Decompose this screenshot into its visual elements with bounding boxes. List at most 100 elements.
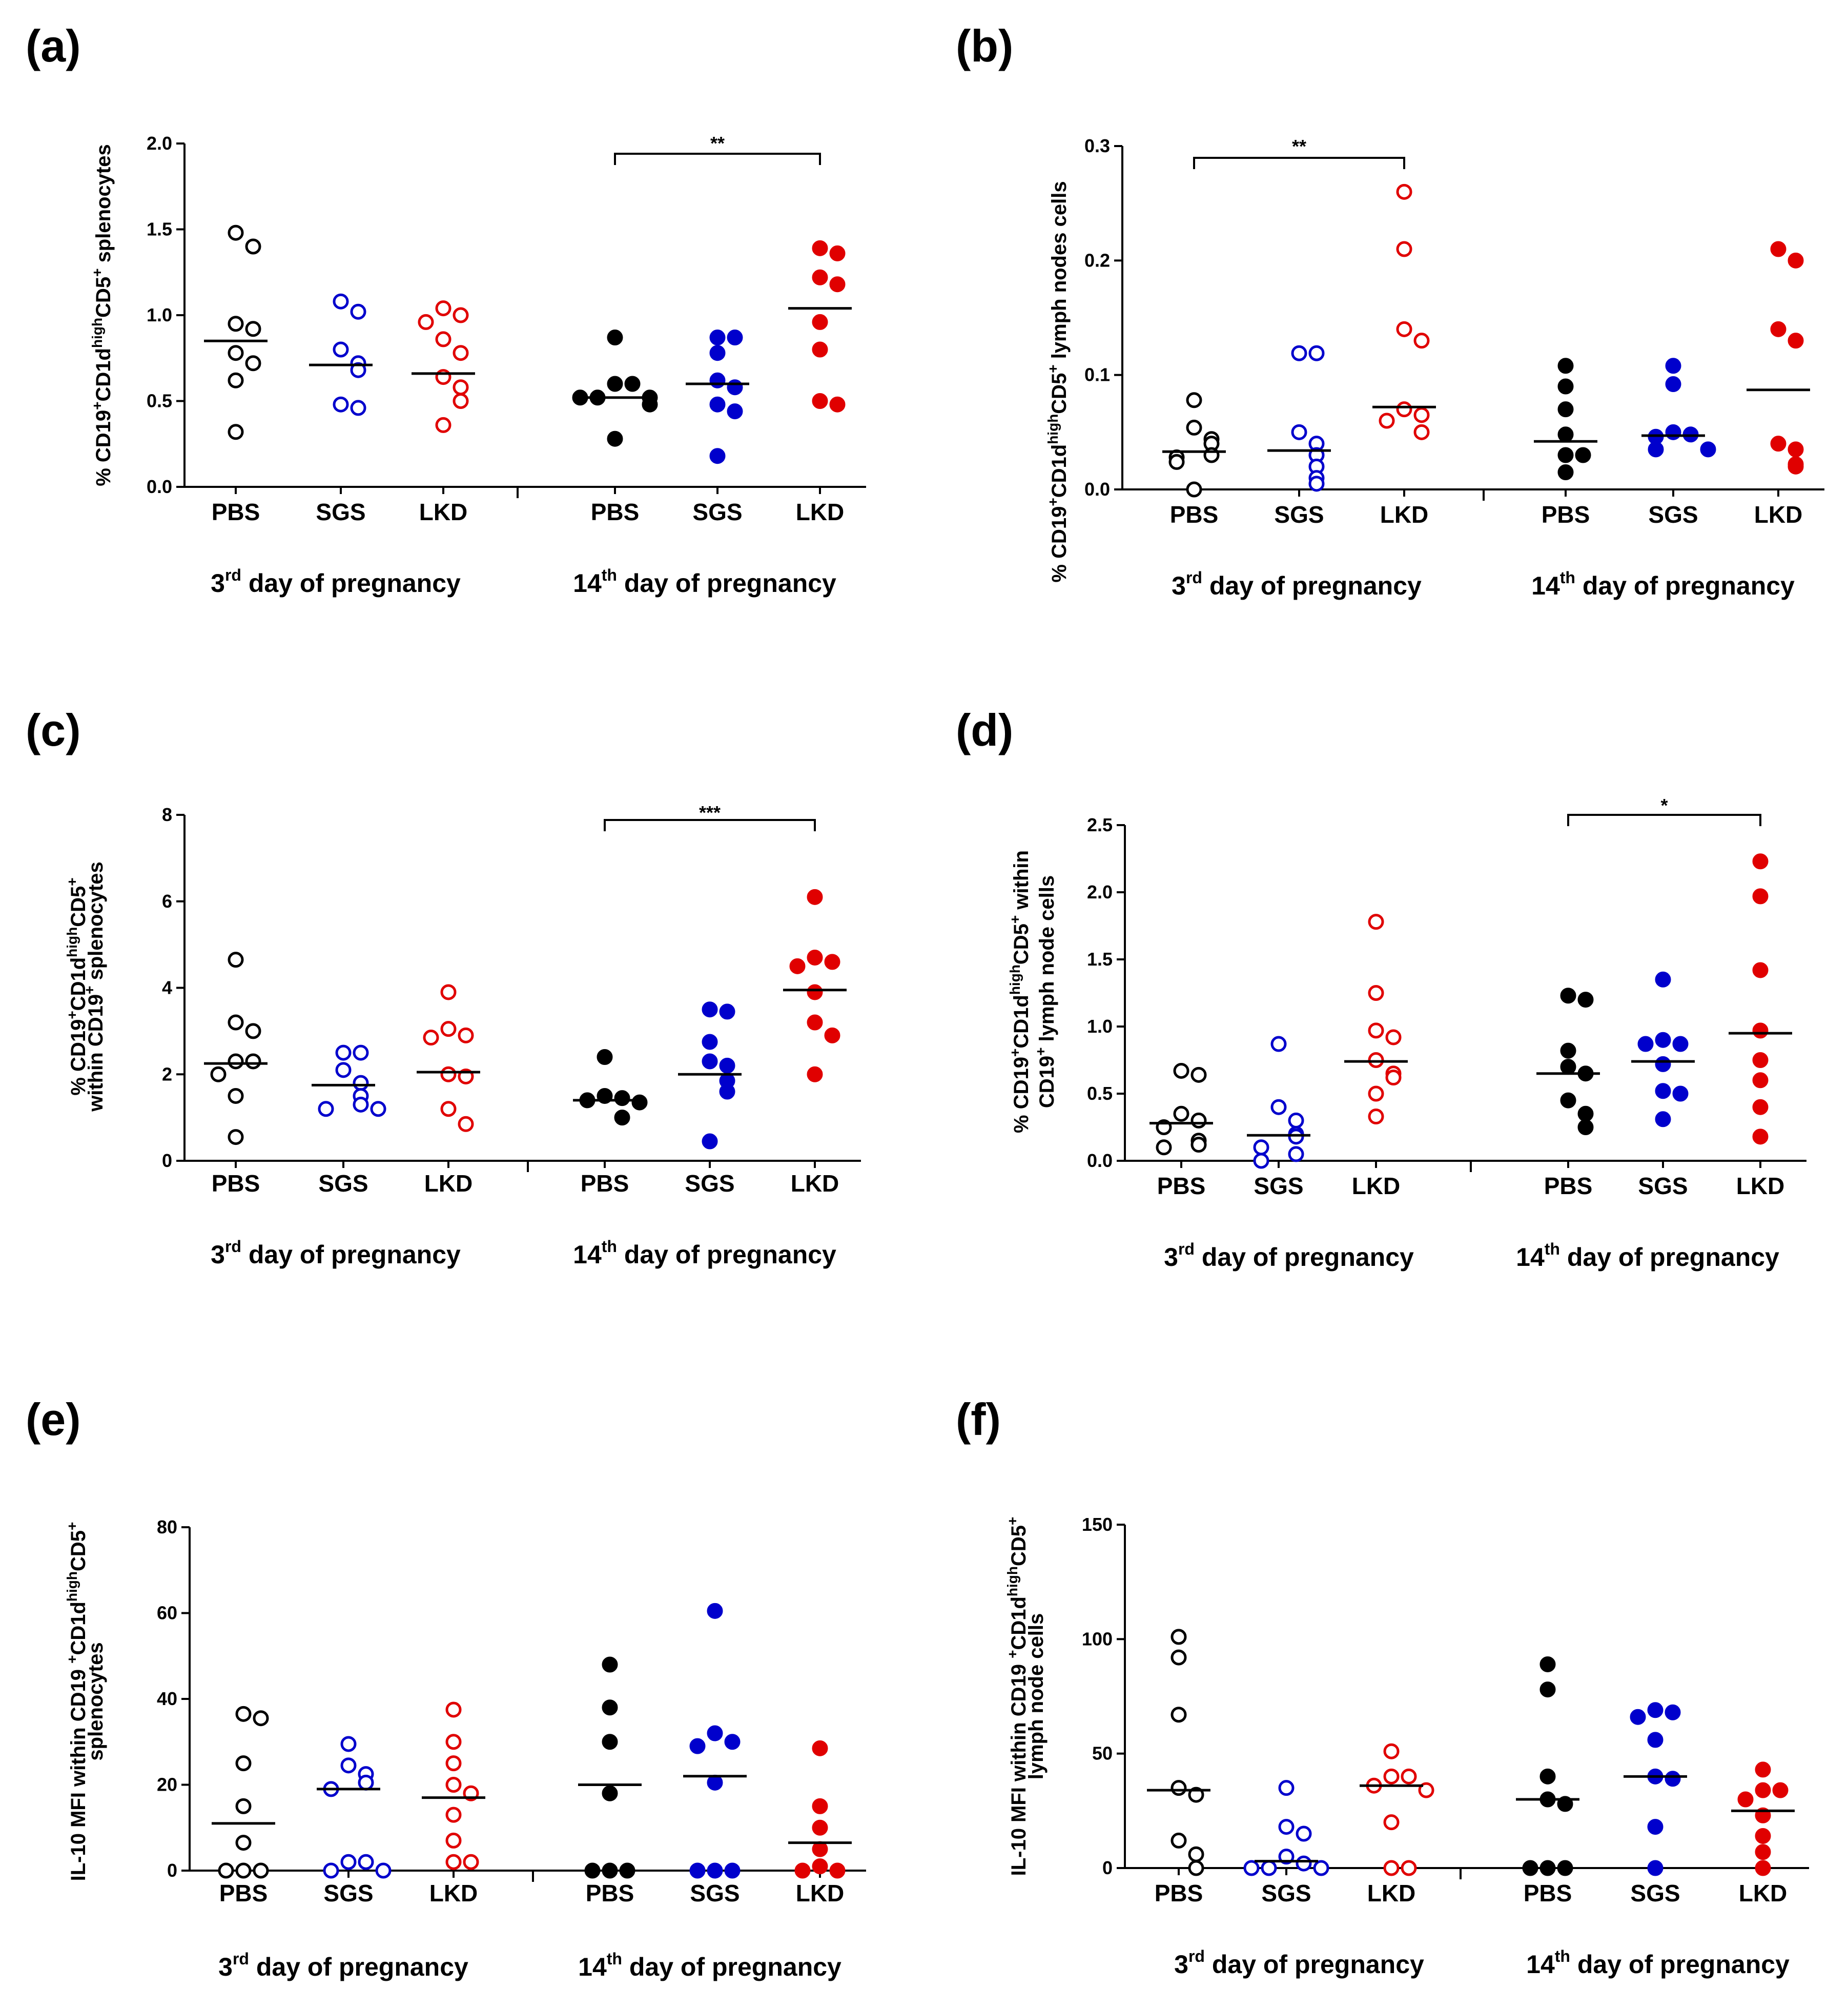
data-point — [812, 1819, 828, 1836]
data-point — [340, 1757, 357, 1774]
data-point — [1737, 1791, 1754, 1808]
data-point — [829, 1862, 846, 1879]
data-point — [1648, 441, 1664, 458]
y-tick-label: 8 — [162, 804, 172, 825]
y-tick-label: 150 — [1082, 1514, 1113, 1535]
data-point — [333, 396, 349, 413]
data-point — [727, 403, 743, 420]
data-point — [453, 307, 469, 323]
category-label: LKD — [1754, 501, 1803, 528]
data-point — [1522, 1860, 1538, 1876]
data-point — [1647, 1819, 1664, 1835]
data-point — [245, 1023, 261, 1039]
data-point — [1288, 1129, 1304, 1145]
data-point — [440, 1101, 457, 1117]
data-point — [1755, 1828, 1771, 1844]
panel-b: (b) 0.0 0.1 0.2 0.3 PBS SGS LKD PBS SGS LKD 3rd day… — [956, 20, 1824, 600]
data-point — [1385, 1029, 1402, 1045]
y-tick-label: 80 — [157, 1516, 177, 1537]
data-point — [1665, 358, 1681, 374]
data-point — [1557, 426, 1574, 443]
data-point — [1770, 436, 1787, 452]
data-point — [709, 396, 726, 413]
data-point — [228, 1014, 244, 1031]
data-point — [1190, 1137, 1207, 1153]
data-point — [1575, 447, 1591, 463]
category-label: SGS — [1638, 1173, 1688, 1199]
data-point — [1752, 962, 1769, 978]
y-axis-label: % CD19+CD1dhighCD5+ lymph nodes cells — [1045, 181, 1071, 582]
data-point — [1368, 1022, 1384, 1039]
data-point — [445, 1807, 462, 1823]
data-point — [435, 417, 451, 433]
data-point — [1655, 1111, 1671, 1127]
y-tick-label: 1.0 — [1087, 1016, 1113, 1037]
data-point — [353, 1044, 369, 1061]
data-point — [1383, 1860, 1400, 1876]
data-point — [228, 316, 244, 332]
data-point — [1188, 1860, 1204, 1876]
data-point — [812, 269, 828, 285]
data-point — [1577, 1105, 1594, 1122]
significance-bracket — [614, 153, 821, 165]
y-tick-label: 6 — [162, 891, 172, 912]
data-point — [614, 1110, 630, 1126]
data-point — [358, 1854, 374, 1870]
data-point — [1752, 888, 1769, 905]
data-point — [602, 1699, 618, 1716]
category-label: PBS — [212, 499, 260, 525]
y-tick-label: 0 — [1102, 1857, 1113, 1878]
category-label: PBS — [1155, 1880, 1203, 1906]
data-point — [1171, 1832, 1187, 1849]
y-tick-label: 0.0 — [1084, 479, 1110, 500]
data-point — [789, 958, 806, 974]
data-point — [807, 1066, 823, 1082]
y-tick-label: 20 — [157, 1774, 177, 1795]
data-point — [1173, 1062, 1189, 1079]
data-point — [218, 1862, 234, 1879]
y-axis-label: % CD19+CD1dhighCD5+within CD19+ splenocy… — [64, 862, 107, 1112]
data-point — [1308, 345, 1325, 361]
group-label: 3rd day of pregnancy — [1174, 1947, 1424, 1979]
data-point — [435, 300, 451, 317]
data-point — [689, 1862, 706, 1879]
y-tick-label: 2.5 — [1087, 814, 1113, 835]
y-tick-label: 1.5 — [147, 219, 172, 240]
y-tick-label: 0.3 — [1084, 135, 1110, 156]
data-point — [1368, 1085, 1384, 1102]
data-point — [829, 396, 846, 413]
data-point — [1755, 1761, 1771, 1778]
data-point — [235, 1862, 252, 1879]
y-tick-label: 0.5 — [1087, 1083, 1113, 1104]
data-point — [1655, 1056, 1671, 1072]
data-point — [1630, 1709, 1646, 1725]
significance-bracket — [1193, 157, 1405, 169]
category-label: PBS — [581, 1170, 629, 1197]
panel-label: (d) — [956, 705, 1013, 755]
data-point — [1413, 407, 1430, 423]
data-point — [228, 1053, 244, 1070]
data-point — [1560, 1059, 1576, 1075]
category-label: PBS — [1524, 1880, 1572, 1906]
data-point — [1379, 413, 1395, 429]
y-tick-label: 1.5 — [1087, 949, 1113, 970]
data-point — [1401, 1860, 1417, 1876]
data-point — [1539, 1681, 1556, 1698]
data-point — [1278, 1780, 1295, 1796]
data-point — [707, 1862, 723, 1879]
data-point — [1243, 1860, 1260, 1876]
group-label: 3rd day of pregnancy — [218, 1950, 468, 1981]
data-point — [228, 1088, 244, 1104]
y-axis-label: % CD19+CD1dhighCD5+ withinCD19+ lymph no… — [1007, 850, 1058, 1133]
data-point — [458, 1116, 474, 1132]
data-point — [707, 1725, 723, 1741]
group-label: 14th day of pregnancy — [1516, 1240, 1779, 1271]
category-label: LKD — [1367, 1880, 1416, 1906]
data-point — [253, 1710, 269, 1727]
data-point — [1655, 1083, 1671, 1099]
data-point — [340, 1854, 357, 1870]
category-label: LKD — [419, 499, 468, 525]
y-tick-label: 2.0 — [1087, 881, 1113, 903]
data-point — [1291, 345, 1307, 361]
category-label: LKD — [1352, 1173, 1401, 1199]
